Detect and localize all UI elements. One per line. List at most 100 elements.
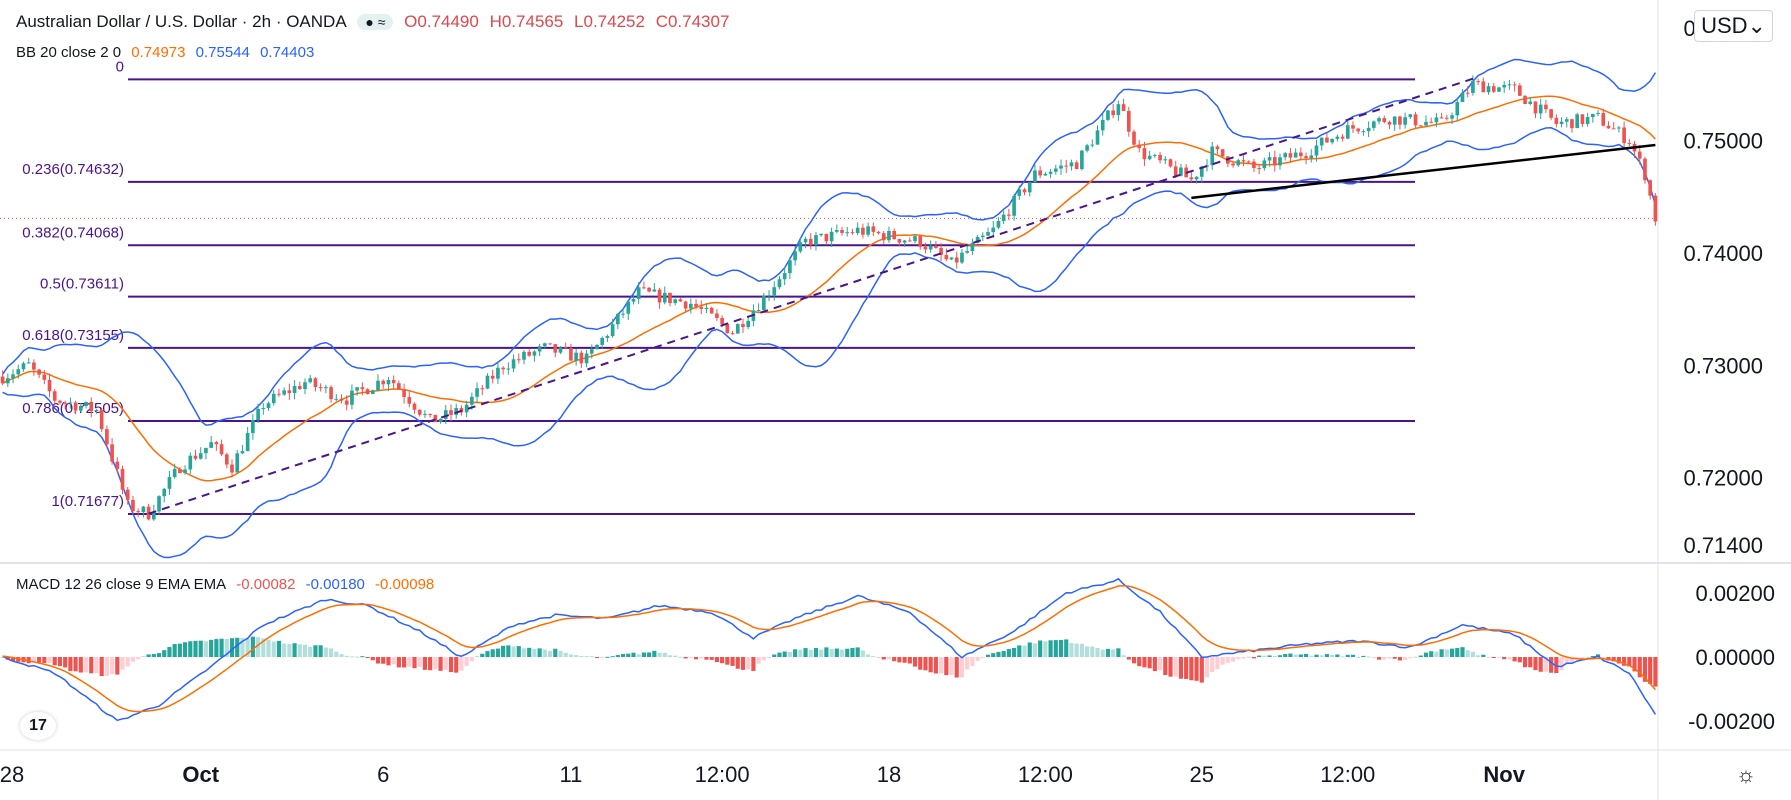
candle-body: [63, 402, 67, 404]
macd-histogram-bar: [292, 643, 297, 657]
macd-histogram-bar: [563, 652, 568, 657]
macd-histogram-bar: [1522, 657, 1528, 668]
macd-histogram-bar: [824, 647, 829, 657]
macd-name: MACD 12 26 close 9 EMA EMA: [16, 576, 227, 593]
macd-histogram-bar: [78, 657, 83, 673]
candle-body: [1377, 118, 1381, 122]
macd-histogram-bar: [391, 657, 396, 665]
macd-histogram-bar: [141, 655, 146, 657]
fib-retracement: 0 0.236(0.74632) 0.382(0.74068) 0.5(0.73611…: [0, 58, 1658, 516]
macd-histogram-bar: [1449, 648, 1455, 657]
candle-body: [621, 313, 625, 315]
candle-body: [99, 410, 104, 430]
macd-histogram-bar: [907, 657, 912, 664]
macd-histogram-bar: [782, 651, 787, 657]
bb-legend[interactable]: BB 20 close 2 0 0.74973 0.75544 0.74403: [16, 44, 320, 61]
candle-body: [73, 402, 78, 411]
candle-body: [720, 317, 724, 324]
candle-body: [824, 233, 829, 242]
macd-histogram-bar: [313, 645, 318, 657]
candle-body: [1069, 162, 1074, 167]
macd-histogram-bar: [866, 654, 871, 657]
macd-histogram-bar: [1585, 656, 1590, 658]
macd-histogram-bar: [1549, 657, 1554, 673]
macd-histogram-bar: [881, 657, 886, 660]
bb-basis-line: [2, 95, 1656, 482]
macd-legend[interactable]: MACD 12 26 close 9 EMA EMA -0.00082 -0.0…: [16, 576, 440, 593]
settings-gear-icon[interactable]: ☼: [1735, 762, 1756, 787]
candle-body: [866, 226, 870, 235]
candle-body: [501, 367, 505, 370]
candle-body: [230, 464, 234, 473]
price-tick-label: 0.74000: [1683, 241, 1763, 266]
macd-histogram-bar: [600, 657, 605, 658]
candle-body: [589, 349, 594, 354]
candle-body: [443, 410, 448, 419]
symbol-title[interactable]: Australian Dollar / U.S. Dollar · 2h · O…: [16, 12, 347, 31]
tradingview-logo-icon[interactable]: 17: [20, 712, 56, 740]
candle-body: [1617, 127, 1621, 129]
macd-histogram-bar: [1210, 657, 1215, 673]
candle-body: [1387, 122, 1392, 125]
candle-body: [1575, 114, 1580, 129]
currency-selector[interactable]: USD⌄: [1694, 10, 1773, 42]
candle-body: [923, 246, 928, 250]
macd-histogram-bar: [318, 645, 323, 657]
candle-body: [251, 420, 255, 434]
macd-histogram-bar: [1335, 654, 1340, 657]
macd-histogram-bar: [443, 657, 448, 670]
candle-body: [1231, 163, 1235, 166]
macd-histogram-bar: [1423, 652, 1429, 657]
macd-histogram-bar: [381, 657, 386, 664]
candle-body: [1132, 131, 1136, 145]
candle-body: [475, 388, 479, 397]
macd-histogram-bar: [787, 651, 792, 657]
candle-body: [788, 260, 792, 274]
candle-body: [308, 378, 313, 383]
macd-histogram-bar: [1194, 657, 1199, 681]
macd-histogram-bar: [1455, 648, 1460, 657]
candle-body: [1345, 125, 1350, 139]
candle-body: [1048, 171, 1053, 174]
macd-histogram-bar: [167, 647, 172, 657]
macd-histogram-bar: [516, 646, 521, 657]
macd-histogram-bar: [1382, 657, 1387, 660]
candle-body: [303, 382, 307, 390]
macd-histogram-bar: [349, 656, 355, 658]
candle-body: [1491, 86, 1496, 92]
candle-body: [105, 429, 109, 445]
candle-body: [313, 378, 318, 388]
macd-histogram-bar: [433, 657, 438, 670]
macd-histogram-bar: [1069, 643, 1074, 657]
candle-body: [1179, 167, 1183, 176]
macd-histogram-bar: [886, 657, 892, 660]
candle-body: [574, 352, 578, 361]
time-tick-label: 25: [1190, 762, 1214, 787]
macd-histogram-bar: [912, 657, 918, 667]
candle-body: [845, 232, 850, 234]
macd-histogram-bar: [683, 657, 688, 659]
low-value: L0.74252: [574, 12, 645, 31]
macd-histogram-bar: [756, 657, 761, 664]
candle-body: [647, 287, 651, 292]
macd-histogram-bar: [527, 647, 532, 657]
candle-body: [1340, 136, 1345, 139]
candle-body: [224, 454, 229, 465]
macd-histogram-bar: [1116, 648, 1121, 657]
macd-histogram-bar: [693, 657, 699, 660]
candle-body: [365, 389, 370, 395]
status-icons[interactable]: ● ≈: [357, 14, 394, 30]
candle-body: [793, 251, 797, 261]
candle-body: [334, 398, 339, 400]
candle-body: [1544, 104, 1548, 110]
macd-histogram-bar: [1173, 657, 1178, 677]
macd-histogram-bar: [115, 657, 120, 675]
candle-body: [110, 444, 114, 462]
candle-body: [1304, 156, 1308, 159]
macd-histogram-bar: [422, 657, 428, 670]
candle-body: [183, 469, 187, 474]
candle-body: [16, 369, 21, 375]
candle-body: [1643, 158, 1647, 181]
macd-histogram-bar: [485, 651, 490, 657]
